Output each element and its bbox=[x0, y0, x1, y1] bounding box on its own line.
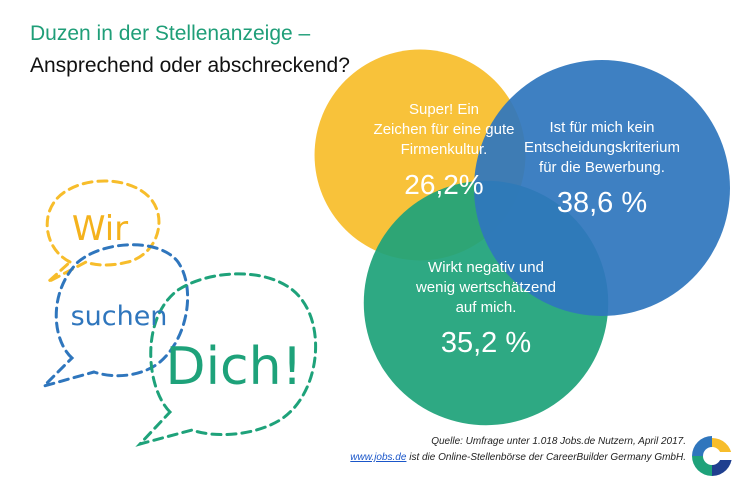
bubble-positiv-label: Super! Ein Zeichen für eine gute Firmenkul… bbox=[374, 101, 515, 158]
bubble-negativ-label-line: auf mich. bbox=[456, 299, 517, 316]
source-line-2: www.jobs.de ist die Online-Stellenbörse … bbox=[350, 452, 686, 463]
source-line-2-text: ist die Online-Stellenbörse der CareerBu… bbox=[406, 452, 686, 463]
speech-bubble-green bbox=[135, 272, 318, 447]
bubble-positiv-label-line: Zeichen für eine gute bbox=[374, 121, 515, 138]
bubble-positiv-label-line: Super! Ein bbox=[409, 101, 479, 118]
jobs-de-link[interactable]: www.jobs.de bbox=[350, 452, 407, 463]
speech-word-wir: Wir bbox=[72, 209, 128, 249]
bubble-chart: Super! Ein Zeichen für eine gute Firmenkul… bbox=[314, 49, 730, 426]
source-note: Quelle: Umfrage unter 1.018 Jobs.de Nutz… bbox=[431, 436, 686, 447]
bubble-negativ-value: 35,2 % bbox=[441, 327, 531, 359]
bubble-neutral bbox=[474, 60, 730, 316]
bubble-neutral-label: Ist für mich kein Entscheidungskriterium f… bbox=[524, 119, 680, 176]
bubble-neutral-label-line: für die Bewerbung. bbox=[539, 159, 665, 176]
title-line-2: Ansprechend oder abschreckend? bbox=[30, 54, 350, 77]
speech-bubble-blue bbox=[38, 243, 190, 389]
speech-word-suchen: suchen bbox=[71, 301, 168, 332]
careerbuilder-logo-icon bbox=[692, 436, 732, 476]
bubble-positiv-label-line: Firmenkultur. bbox=[401, 141, 488, 158]
bubble-negativ-label: Wirkt negativ und wenig wertschätzend auf … bbox=[415, 259, 556, 316]
bubble-negativ-label-line: wenig wertschätzend bbox=[415, 279, 556, 296]
bubble-positiv-value: 26,2% bbox=[404, 169, 483, 200]
bubble-negativ-label-line: Wirkt negativ und bbox=[428, 259, 544, 276]
speech-bubble-yellow bbox=[45, 179, 161, 284]
speech-bubbles bbox=[38, 179, 318, 447]
speech-word-dich: Dich! bbox=[166, 337, 303, 397]
bubble-neutral-label-line: Ist für mich kein bbox=[549, 119, 654, 136]
title-line-1: Duzen in der Stellenanzeige – bbox=[30, 22, 311, 45]
bubble-neutral-label-line: Entscheidungskriterium bbox=[524, 139, 680, 156]
bubble-neutral-value: 38,6 % bbox=[557, 187, 647, 219]
